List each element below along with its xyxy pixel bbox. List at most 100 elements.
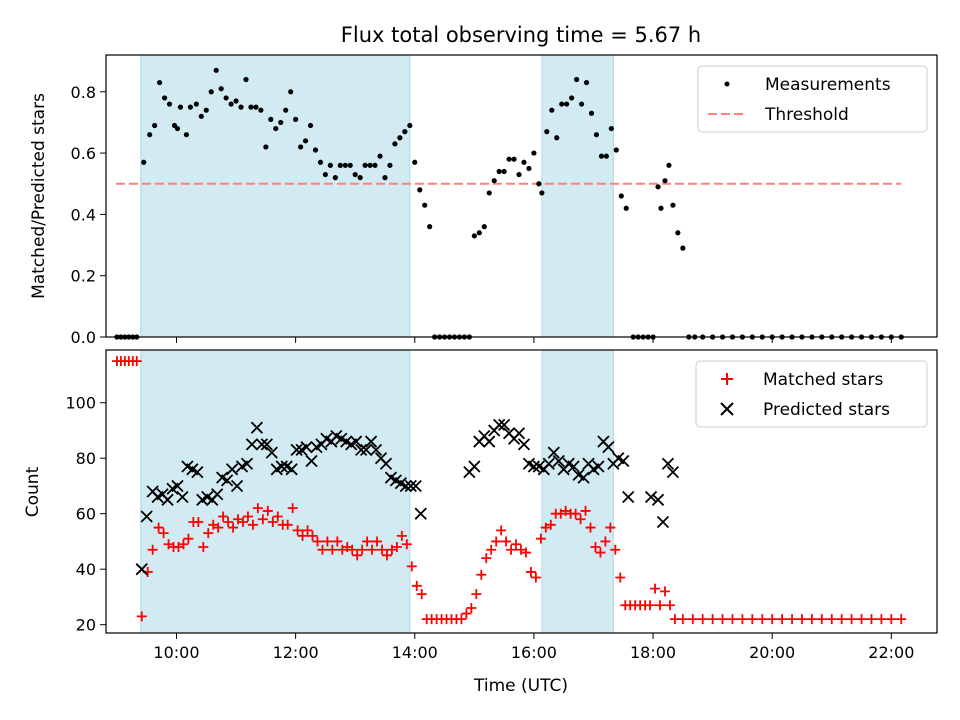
predicted-star-point — [542, 457, 555, 470]
matched-star-point — [416, 589, 427, 600]
measurement-point — [516, 171, 522, 178]
measurement-point — [422, 202, 428, 208]
predicted-star-point — [350, 435, 363, 448]
matched-star-point — [223, 517, 234, 528]
legend-matched-label: Matched stars — [763, 370, 883, 390]
measurement-point — [658, 205, 664, 211]
measurement-point — [412, 159, 418, 165]
matched-star-point — [312, 536, 323, 547]
matched-star-point — [158, 528, 169, 539]
measurement-point — [372, 162, 378, 168]
matched-star-point — [520, 547, 531, 558]
matched-star-point — [787, 614, 798, 625]
matched-star-point — [525, 566, 536, 577]
measurement-point — [273, 125, 279, 132]
matched-star-point — [511, 539, 522, 550]
measurement-point — [402, 129, 408, 135]
matched-star-point — [267, 517, 278, 528]
matched-star-point — [292, 525, 303, 536]
measurement-point — [253, 104, 259, 110]
predicted-star-point — [176, 490, 189, 504]
matched-star-point — [650, 583, 661, 594]
measurement-point — [213, 67, 219, 73]
ratio-panel-shading — [140, 54, 614, 338]
matched-star-point — [352, 550, 363, 561]
predicted-star-point — [552, 454, 565, 468]
matched-star-point — [372, 536, 383, 547]
matched-star-point — [476, 569, 487, 580]
measurement-point — [531, 150, 537, 156]
matched-star-point — [307, 530, 318, 541]
measurement-point — [680, 245, 686, 251]
measurement-point — [278, 119, 284, 126]
matched-star-point — [677, 614, 688, 625]
predicted-star-point — [399, 479, 412, 493]
measurement-point — [228, 101, 234, 107]
predicted-star-point — [220, 474, 234, 487]
measurement-point — [223, 95, 229, 101]
matched-star-point — [357, 544, 368, 555]
matched-star-point — [595, 547, 606, 558]
measurement-point — [166, 101, 173, 107]
measurement-point — [397, 135, 403, 141]
observing-window-shade — [140, 349, 411, 634]
ratio-panel-frame — [105, 54, 938, 338]
predicted-star-point — [290, 443, 303, 457]
matched-star-point — [655, 600, 665, 611]
measurement-point — [302, 138, 309, 144]
matched-star-point — [659, 586, 670, 597]
measurement-point — [342, 162, 348, 168]
matched-star-point — [218, 511, 229, 522]
measurement-point — [496, 168, 502, 175]
matched-star-point — [327, 544, 338, 555]
matched-star-point — [391, 541, 402, 552]
observing-window-shade — [541, 54, 614, 338]
predicted-star-point — [305, 454, 318, 468]
matched-star-point — [545, 519, 556, 530]
y-tick-label: 0.2 — [71, 267, 96, 286]
predicted-star-point — [364, 435, 378, 448]
predicted-star-point — [483, 435, 496, 448]
matched-star-point — [481, 553, 492, 564]
predicted-star-point — [497, 418, 511, 432]
measurement-point — [569, 95, 575, 101]
matched-star-point — [806, 614, 817, 625]
matched-star-point — [605, 522, 616, 533]
ratio-x-axis-ticks — [175, 337, 892, 343]
matched-star-point — [580, 505, 591, 516]
y-tick-label: 0.8 — [71, 83, 96, 102]
matched-star-point — [600, 536, 611, 547]
measurement-point — [387, 162, 393, 168]
measurement-point — [554, 135, 560, 141]
y-tick-label: 40 — [76, 560, 96, 579]
measurement-point — [526, 165, 532, 172]
predicted-star-point — [414, 507, 427, 520]
matched-star-point — [136, 611, 147, 622]
measurement-point — [536, 181, 542, 187]
predicted-star-point — [617, 454, 630, 468]
predicted-star-point — [644, 490, 658, 504]
matched-star-point — [466, 603, 477, 614]
measurement-point — [471, 233, 477, 239]
matched-star-point — [238, 517, 249, 528]
predicted-star-point — [275, 460, 288, 473]
measurement-point — [174, 125, 181, 132]
measurement-point — [327, 162, 333, 168]
matched-star-point — [242, 511, 253, 522]
measurement-point — [603, 153, 609, 159]
matched-star-point — [856, 614, 867, 625]
measurement-point — [161, 95, 168, 101]
ratio-y-axis-label: Matched/Predicted stars — [29, 93, 49, 299]
measurement-point — [312, 147, 319, 153]
matched-star-point — [590, 541, 601, 552]
measurement-point — [177, 104, 184, 110]
matched-star-point — [198, 541, 209, 552]
matched-star-point — [486, 544, 497, 555]
ratio-legend: Measurements Threshold — [697, 65, 928, 133]
matched-star-point — [615, 572, 626, 583]
measurement-point — [263, 144, 269, 150]
measurement-point — [288, 89, 294, 95]
ratio-y-axis-ticks: 0.0 0.2 0.4 0.6 0.8 — [71, 83, 106, 347]
measurement-point — [147, 132, 153, 138]
measurement-point — [486, 190, 492, 196]
